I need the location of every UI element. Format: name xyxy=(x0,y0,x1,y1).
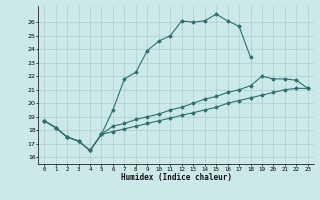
X-axis label: Humidex (Indice chaleur): Humidex (Indice chaleur) xyxy=(121,173,231,182)
